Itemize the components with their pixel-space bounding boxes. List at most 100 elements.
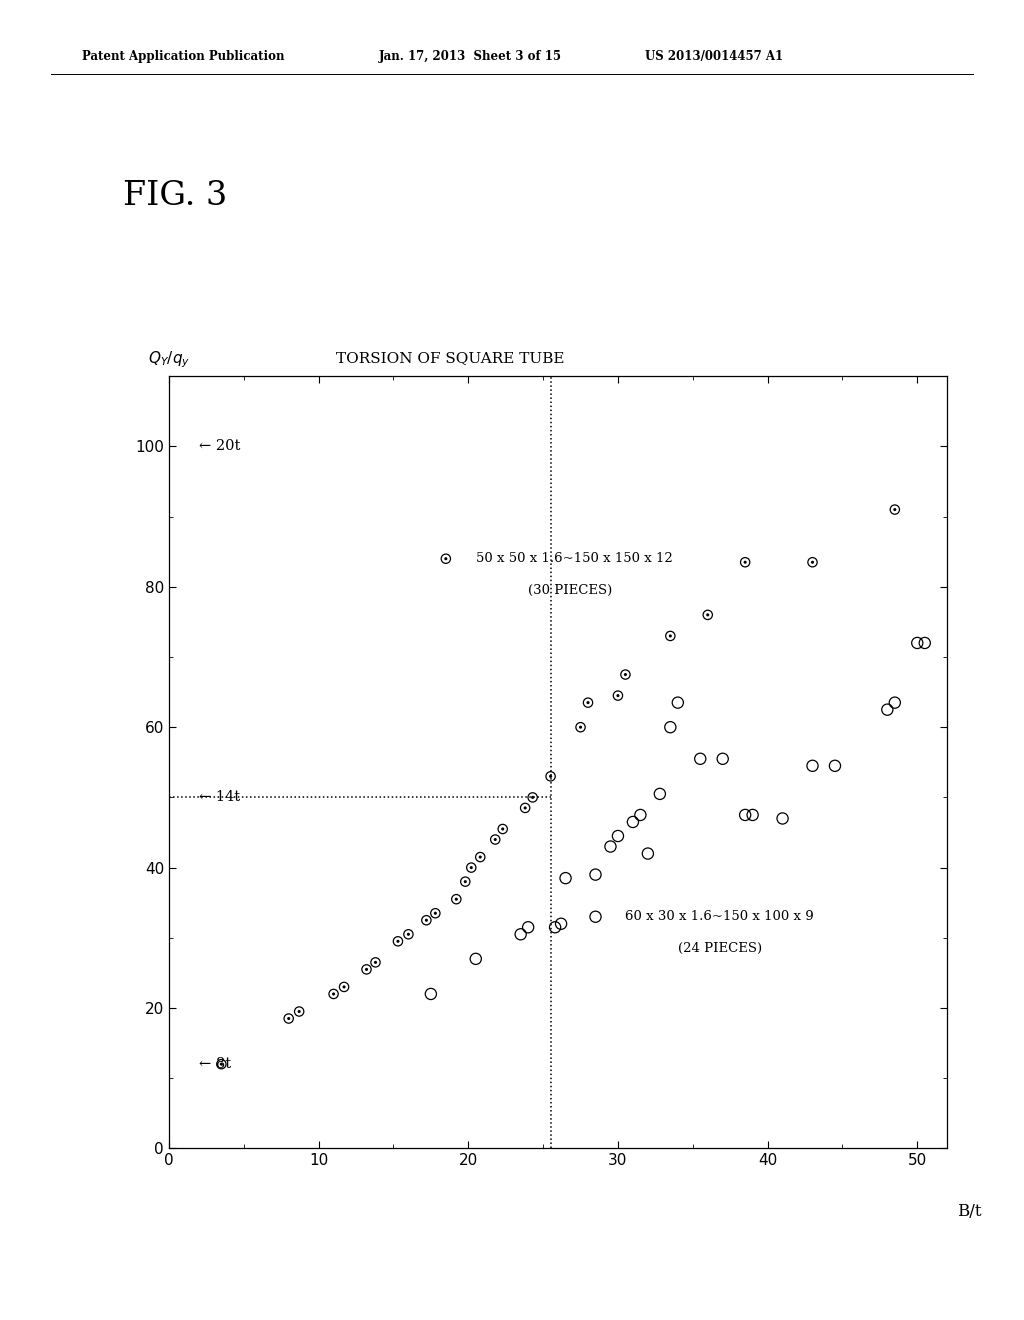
Point xyxy=(588,906,604,927)
Point xyxy=(617,664,634,685)
Text: FIG. 3: FIG. 3 xyxy=(123,180,227,211)
Point xyxy=(737,552,754,573)
Text: TORSION OF SQUARE TUBE: TORSION OF SQUARE TUBE xyxy=(336,351,565,364)
Point xyxy=(632,804,648,825)
Point xyxy=(524,787,541,808)
Point xyxy=(457,871,473,892)
Point xyxy=(437,548,454,569)
Point xyxy=(358,958,375,979)
Text: ← 14t: ← 14t xyxy=(199,791,240,804)
Point xyxy=(699,605,716,626)
Point xyxy=(326,983,342,1005)
Point xyxy=(916,632,933,653)
Point xyxy=(580,692,596,713)
Point xyxy=(887,499,903,520)
Point xyxy=(663,717,679,738)
Point xyxy=(487,829,504,850)
Point xyxy=(609,825,626,846)
Point xyxy=(457,871,473,892)
Point xyxy=(580,692,596,713)
Text: Jan. 17, 2013  Sheet 3 of 15: Jan. 17, 2013 Sheet 3 of 15 xyxy=(379,50,562,63)
Point xyxy=(602,836,618,857)
Point xyxy=(692,748,709,770)
Text: (30 PIECES): (30 PIECES) xyxy=(528,583,612,597)
Point xyxy=(517,797,534,818)
Point xyxy=(715,748,731,770)
Point xyxy=(572,717,589,738)
Point xyxy=(609,685,626,706)
Point xyxy=(547,916,563,937)
Point xyxy=(390,931,407,952)
Point xyxy=(651,783,668,804)
Point xyxy=(804,755,820,776)
Point xyxy=(390,931,407,952)
Point xyxy=(400,924,417,945)
Point xyxy=(400,924,417,945)
Point xyxy=(887,692,903,713)
Point xyxy=(487,829,504,850)
Point xyxy=(663,626,679,647)
Point xyxy=(517,797,534,818)
Point xyxy=(625,812,641,833)
Point xyxy=(358,958,375,979)
Point xyxy=(520,916,537,937)
Point xyxy=(326,983,342,1005)
Point xyxy=(336,977,352,998)
Point xyxy=(449,888,465,909)
Point xyxy=(572,717,589,738)
Point xyxy=(699,605,716,626)
Point xyxy=(463,857,479,878)
Point xyxy=(291,1001,307,1022)
Point xyxy=(524,787,541,808)
Point xyxy=(418,909,434,931)
Point xyxy=(336,977,352,998)
Text: Patent Application Publication: Patent Application Publication xyxy=(82,50,285,63)
Point xyxy=(495,818,511,840)
Point xyxy=(449,888,465,909)
Point xyxy=(744,804,761,825)
Point xyxy=(553,913,569,935)
Text: (24 PIECES): (24 PIECES) xyxy=(678,942,762,954)
Point xyxy=(774,808,791,829)
Point xyxy=(880,700,896,721)
Point xyxy=(468,948,484,969)
Text: 60 x 30 x 1.6~150 x 100 x 9: 60 x 30 x 1.6~150 x 100 x 9 xyxy=(626,911,814,923)
Point xyxy=(670,692,686,713)
Point xyxy=(418,909,434,931)
Text: 50 x 50 x 1.6~150 x 150 x 12: 50 x 50 x 1.6~150 x 150 x 12 xyxy=(476,552,673,565)
Point xyxy=(463,857,479,878)
Point xyxy=(368,952,384,973)
Point xyxy=(826,755,843,776)
Point xyxy=(909,632,926,653)
Point xyxy=(427,903,443,924)
Point xyxy=(495,818,511,840)
Text: $Q_Y/q_y$: $Q_Y/q_y$ xyxy=(148,348,190,370)
Point xyxy=(281,1008,297,1030)
Point xyxy=(472,846,488,867)
Point xyxy=(437,548,454,569)
Point xyxy=(640,843,656,865)
Text: ← 8t: ← 8t xyxy=(199,1057,231,1071)
Point xyxy=(281,1008,297,1030)
Point xyxy=(213,1053,229,1074)
Point xyxy=(737,804,754,825)
Point xyxy=(543,766,559,787)
Point xyxy=(663,626,679,647)
Point xyxy=(804,552,820,573)
Point xyxy=(557,867,573,888)
Text: ← 20t: ← 20t xyxy=(199,440,241,453)
Point xyxy=(512,924,528,945)
Point xyxy=(543,766,559,787)
Point xyxy=(588,865,604,886)
Point xyxy=(291,1001,307,1022)
Point xyxy=(737,552,754,573)
Point xyxy=(427,903,443,924)
Text: B/t: B/t xyxy=(957,1203,982,1220)
Point xyxy=(887,499,903,520)
Point xyxy=(804,552,820,573)
Point xyxy=(368,952,384,973)
Point xyxy=(423,983,439,1005)
Point xyxy=(617,664,634,685)
Point xyxy=(213,1053,229,1074)
Point xyxy=(472,846,488,867)
